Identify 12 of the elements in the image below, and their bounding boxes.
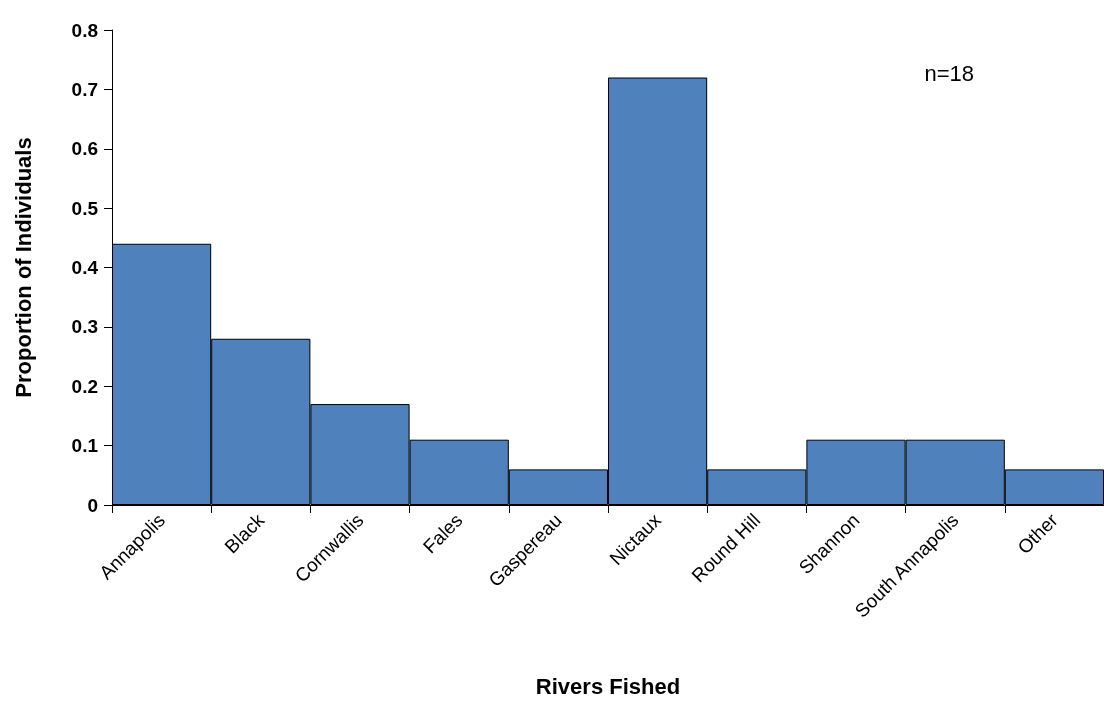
y-tick-label: 0.6	[71, 138, 98, 160]
y-tick-label: 0.4	[71, 257, 99, 278]
y-tick-label: 0.5	[71, 197, 99, 219]
y-tick-label: 0.8	[71, 19, 98, 41]
y-tick-label: 0.3	[71, 316, 98, 338]
y-tick-label: 0	[87, 494, 98, 516]
y-tick-label: 0.1	[71, 435, 99, 457]
annotation: n=18	[924, 60, 975, 86]
y-axis-title: Proportion of Individuals	[10, 137, 36, 398]
y-tick-label: 0.2	[71, 375, 98, 397]
y-tick-label: 0.7	[71, 78, 98, 100]
x-axis-title: Rivers Fished	[535, 673, 681, 699]
